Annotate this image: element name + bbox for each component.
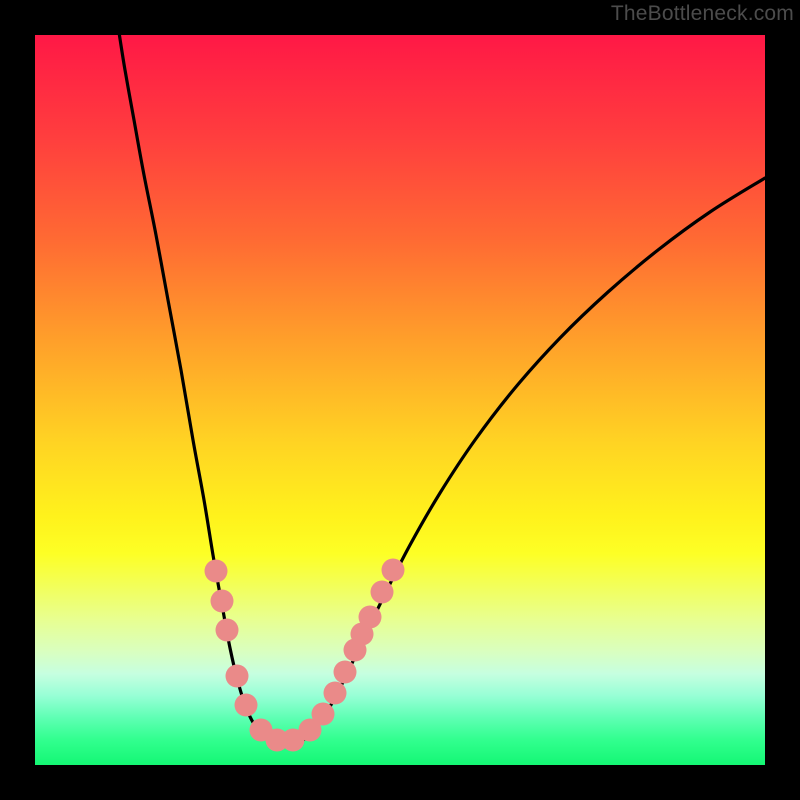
- chart-svg: [0, 0, 800, 800]
- data-dots-group: [205, 559, 405, 752]
- chart-container: TheBottleneck.com: [0, 0, 800, 800]
- data-dot: [324, 682, 347, 705]
- data-dot: [359, 606, 382, 629]
- data-dot: [371, 581, 394, 604]
- data-dot: [205, 560, 228, 583]
- watermark-text: TheBottleneck.com: [611, 2, 794, 26]
- data-dot: [216, 619, 239, 642]
- data-dot: [235, 694, 258, 717]
- curve-left-branch: [118, 26, 286, 745]
- data-dot: [211, 590, 234, 613]
- data-dot: [226, 665, 249, 688]
- data-dot: [334, 661, 357, 684]
- data-dot: [382, 559, 405, 582]
- data-dot: [312, 703, 335, 726]
